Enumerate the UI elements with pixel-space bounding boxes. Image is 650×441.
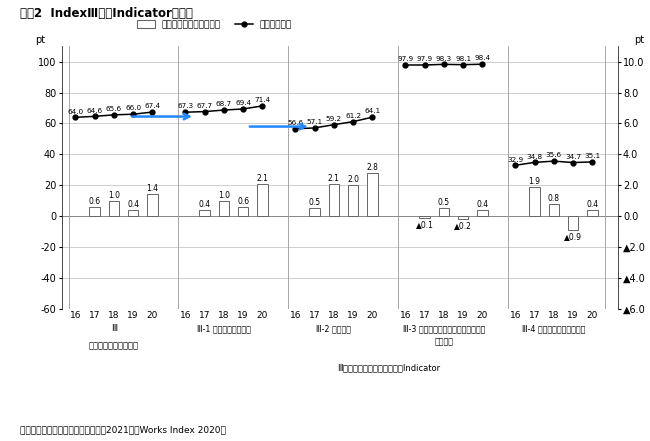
Bar [238, 207, 248, 216]
Bar [128, 210, 138, 216]
Text: 34.7: 34.7 [565, 154, 581, 160]
Text: 0.4: 0.4 [586, 200, 599, 209]
Text: 67.4: 67.4 [144, 103, 161, 109]
Bar [348, 185, 358, 216]
Bar [477, 210, 488, 216]
Text: 0.5: 0.5 [437, 198, 450, 207]
Text: 0.4: 0.4 [476, 200, 489, 209]
Text: Ⅲ: Ⅲ [111, 324, 117, 333]
Text: 67.3: 67.3 [177, 104, 193, 109]
Text: 出所：リクルートワークス研究所（2021）「Works Index 2020」: 出所：リクルートワークス研究所（2021）「Works Index 2020」 [20, 426, 226, 434]
Text: 0.6: 0.6 [237, 197, 249, 206]
Text: Ⅲ-3 出産・育児や介護などによる退: Ⅲ-3 出産・育児や介護などによる退 [402, 324, 485, 333]
Text: 57.1: 57.1 [307, 119, 322, 125]
Text: pt: pt [35, 35, 45, 45]
Text: 98.3: 98.3 [436, 56, 452, 62]
Bar [549, 204, 559, 216]
Text: 35.6: 35.6 [546, 152, 562, 158]
Text: 34.8: 34.8 [526, 153, 543, 160]
Text: 97.9: 97.9 [417, 56, 433, 62]
Text: 0.8: 0.8 [548, 194, 560, 203]
Text: ▲0.2: ▲0.2 [454, 221, 472, 231]
Text: 61.2: 61.2 [345, 113, 361, 119]
Text: 図表2  IndexⅢと各Indicatorの推移: 図表2 IndexⅢと各Indicatorの推移 [20, 7, 192, 19]
Text: 64.6: 64.6 [86, 108, 103, 114]
Text: 98.4: 98.4 [474, 56, 491, 61]
Text: 35.1: 35.1 [584, 153, 601, 159]
Bar [367, 173, 378, 216]
Text: 69.4: 69.4 [235, 100, 251, 106]
Text: 0.4: 0.4 [198, 200, 211, 209]
Bar [89, 207, 100, 216]
Text: 65.6: 65.6 [106, 106, 122, 112]
Text: Ⅲ-4 勤務時間・場所自由度: Ⅲ-4 勤務時間・場所自由度 [522, 324, 586, 333]
Text: Ⅲ-2 休暇取得: Ⅲ-2 休暇取得 [317, 324, 352, 333]
Text: Ⅲワークライフバランスの各Indicator: Ⅲワークライフバランスの各Indicator [337, 364, 441, 373]
Text: 64.0: 64.0 [67, 108, 83, 115]
Legend: 前年からの変化（右軸）, 水準（左軸）: 前年からの変化（右軸）, 水準（左軸） [133, 17, 296, 33]
Bar [529, 187, 540, 216]
Text: ワークライフバランス: ワークライフバランス [89, 342, 139, 351]
Text: 66.0: 66.0 [125, 105, 141, 112]
Bar [458, 216, 469, 219]
Text: 2.1: 2.1 [328, 174, 340, 183]
Text: ▲0.9: ▲0.9 [564, 232, 582, 241]
Bar [587, 210, 598, 216]
Bar [309, 209, 320, 216]
Bar [419, 216, 430, 218]
Text: Ⅲ-1 残業がない・短い: Ⅲ-1 残業がない・短い [197, 324, 251, 333]
Text: ▲0.1: ▲0.1 [415, 220, 434, 229]
Bar [568, 216, 578, 230]
Bar [328, 184, 339, 216]
Text: 68.7: 68.7 [216, 101, 232, 107]
Text: 1.4: 1.4 [146, 184, 159, 194]
Text: 67.7: 67.7 [196, 103, 213, 109]
Text: 職がない: 職がない [434, 337, 453, 346]
Bar [147, 194, 158, 216]
Text: 1.9: 1.9 [528, 177, 541, 186]
Text: 56.6: 56.6 [287, 120, 304, 126]
Text: 71.4: 71.4 [254, 97, 270, 103]
Text: 2.0: 2.0 [347, 175, 359, 184]
Text: 64.1: 64.1 [365, 108, 380, 114]
Text: 32.9: 32.9 [507, 157, 523, 163]
Bar [218, 201, 229, 216]
Text: pt: pt [634, 35, 644, 45]
Bar [257, 184, 268, 216]
Bar [109, 201, 119, 216]
Text: 1.0: 1.0 [218, 191, 230, 200]
Text: 2.8: 2.8 [367, 163, 378, 172]
Text: 97.9: 97.9 [397, 56, 413, 62]
Text: 0.5: 0.5 [309, 198, 320, 207]
Text: 98.1: 98.1 [455, 56, 471, 62]
Text: 2.1: 2.1 [257, 174, 268, 183]
Text: 0.6: 0.6 [88, 197, 101, 206]
Text: 59.2: 59.2 [326, 116, 342, 122]
Bar [439, 209, 449, 216]
Text: 0.4: 0.4 [127, 200, 139, 209]
Bar [200, 210, 210, 216]
Text: 1.0: 1.0 [108, 191, 120, 200]
